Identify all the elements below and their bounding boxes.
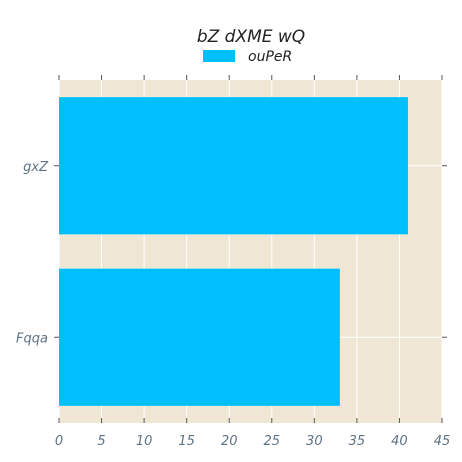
- axis-ticks: [54, 75, 447, 423]
- tick-labels: 0 5 10 15 20 25 30 35 40 45 gxZ Fqqa: [16, 160, 450, 449]
- x-tick-label: 45: [434, 434, 451, 449]
- x-tick-label: 30: [306, 434, 323, 449]
- x-tick-label: 10: [136, 434, 153, 449]
- x-tick-label: 0: [55, 434, 63, 449]
- y-tick-label: gxZ: [23, 160, 49, 175]
- x-tick-label: 5: [97, 434, 105, 449]
- y-tick-label: Fqqa: [16, 331, 48, 346]
- legend: ouPeR: [203, 49, 292, 65]
- x-tick-label: 25: [264, 434, 281, 449]
- x-tick-label: 15: [178, 434, 195, 449]
- legend-label: ouPeR: [248, 49, 292, 65]
- legend-swatch: [203, 50, 235, 62]
- bar-gxz: [59, 97, 408, 235]
- bars: [59, 97, 408, 406]
- x-tick-label: 40: [391, 434, 408, 449]
- x-tick-label: 35: [349, 434, 366, 449]
- chart-title: bZ dXME wQ: [197, 27, 305, 47]
- bar-fqqa: [59, 268, 340, 406]
- x-tick-label: 20: [221, 434, 238, 449]
